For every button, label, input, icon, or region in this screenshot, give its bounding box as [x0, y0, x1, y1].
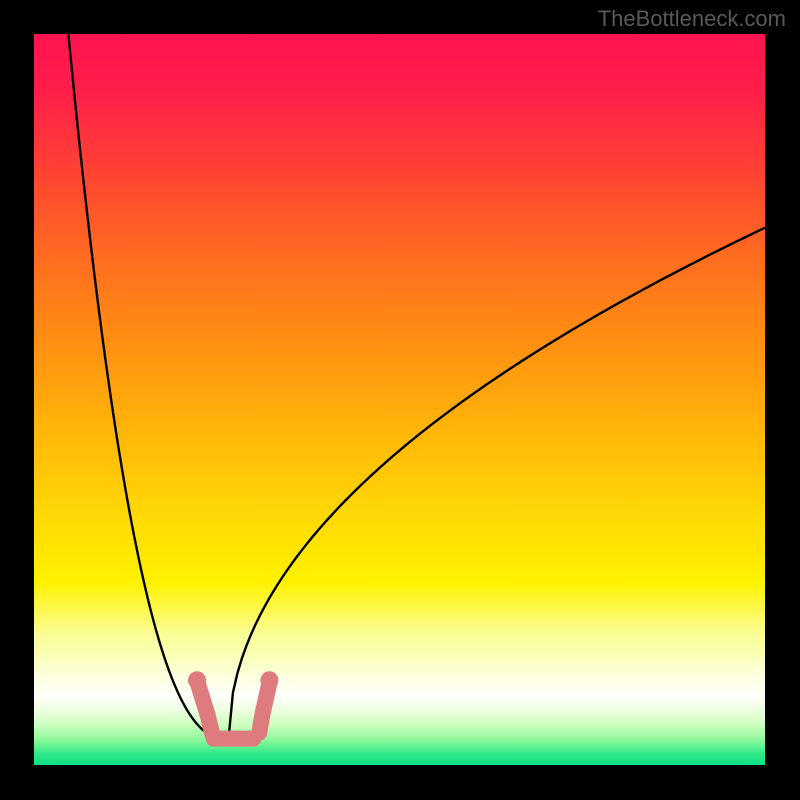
gradient-background: [34, 34, 765, 765]
chart-svg: [34, 34, 765, 765]
watermark-text: TheBottleneck.com: [598, 6, 786, 32]
plot-area: [34, 34, 765, 765]
outer-frame: TheBottleneck.com: [0, 0, 800, 800]
